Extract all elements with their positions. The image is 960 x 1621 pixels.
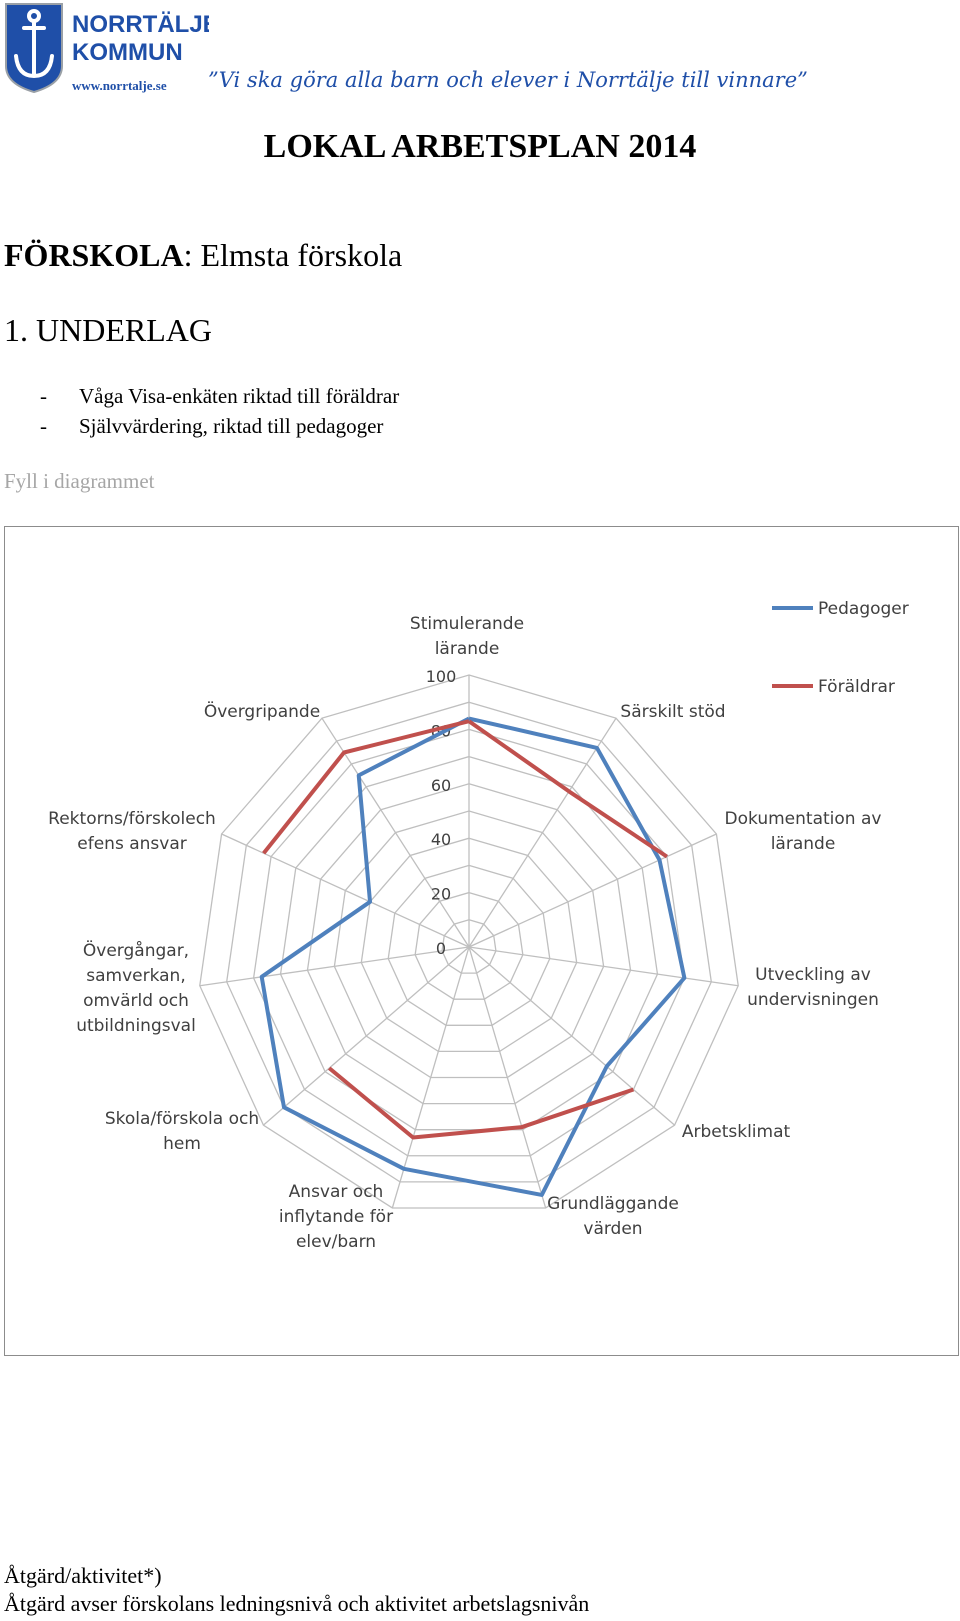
radar-spoke (468, 946, 675, 1126)
radar-grid-ring (252, 728, 686, 1157)
axis-category-label: Skola/förskola och (105, 1109, 259, 1129)
section-heading: 1. UNDERLAG (4, 312, 212, 348)
radar-spoke (468, 717, 617, 948)
axis-category-label: värden (583, 1219, 642, 1239)
radar-spoke (468, 946, 547, 1209)
axis-category-label: Dokumentation av (725, 809, 882, 829)
radar-spoke (321, 717, 470, 948)
anchor-icon (14, 9, 54, 79)
axis-category-label: inflytande för (279, 1207, 393, 1227)
axis-category-label: efens ansvar (77, 834, 186, 854)
axis-category-label: Rektorns/förskolech (48, 809, 216, 829)
radar-spoke (391, 946, 470, 1209)
document-title: LOKAL ARBETSPLAN 2014 (263, 128, 697, 165)
axis-category-label: lärande (771, 834, 836, 854)
radial-tick-label: 100 (426, 667, 457, 686)
footer-line-1: Åtgärd/aktivitet*) (4, 1563, 162, 1588)
slogan: ”Vi ska göra alla barn och elever i Norr… (208, 68, 808, 92)
school-label: FÖRSKOLA (4, 237, 184, 273)
radar-grid-ring (306, 783, 632, 1105)
axis-category-label: lärande (435, 639, 500, 659)
radar-grid-ring (333, 810, 605, 1079)
radial-tick-label: 0 (436, 939, 446, 958)
axis-category-label: Övergripande (204, 700, 320, 722)
axis-category-label: undervisningen (747, 990, 879, 1010)
radar-grid-ring (279, 755, 659, 1131)
radial-tick-label: 20 (431, 885, 451, 904)
radar-spoke (468, 833, 717, 948)
logo-url: www.norrtalje.se (72, 78, 167, 93)
list-item-text: Våga Visa-enkäten riktad till föräldrar (79, 384, 400, 408)
radar-grid-ring (441, 919, 497, 974)
series-line-frldrar (327, 1066, 635, 1140)
axis-category-label: omvärld och (83, 991, 189, 1011)
axis-category-label: hem (163, 1134, 201, 1154)
radial-tick-label: 40 (431, 830, 451, 849)
series-line-frldrar (467, 719, 669, 859)
radar-grid-ring (414, 891, 524, 1000)
radar-spoke (221, 833, 470, 948)
footer-line-2: Åtgärd avser förskolans ledningsnivå och… (4, 1591, 590, 1616)
radar-spoke (199, 946, 470, 987)
axis-category-label: samverkan, (86, 966, 186, 986)
axis-category-label: Grundläggande (547, 1194, 679, 1214)
axis-category-label: utbildningsval (76, 1016, 196, 1036)
axis-category-label: Ansvar och (289, 1182, 384, 1202)
legend-label: Föräldrar (818, 677, 895, 697)
radar-grid-ring (360, 837, 578, 1053)
footer: Åtgärd/aktivitet*) Åtgärd avser förskola… (4, 1562, 589, 1618)
radar-chart-frame: 0 20 40 60 80 100 Stimulerande lärande Särskilt … (4, 526, 959, 1356)
axis-category-label: Utveckling av (755, 965, 871, 985)
logo-text-line1: NORRTÄLJE (72, 11, 209, 38)
axis-category-label: elev/barn (296, 1232, 376, 1252)
axis-category-label: Arbetsklimat (682, 1122, 791, 1142)
axis-category-label: Stimulerande (410, 614, 524, 634)
axis-category-label: Övergångar, (83, 939, 189, 961)
list-item-text: Självvärdering, riktad till pedagoger (79, 414, 384, 438)
radar-spoke (468, 946, 739, 987)
series-line-pedagoger (259, 716, 687, 1197)
school-name: : Elmsta förskola (183, 237, 403, 273)
radar-grid-ring (387, 864, 551, 1026)
radar-spoke (263, 946, 470, 1126)
axis-category-label: Särskilt stöd (620, 702, 725, 722)
norrtalje-logo: NORRTÄLJE KOMMUN www.norrtalje.se (5, 3, 209, 94)
logo-text-line2: KOMMUN (72, 39, 183, 66)
radar-grid-ring (199, 674, 739, 1209)
list-item: - Självvärdering, riktad till pedagoger (40, 414, 384, 438)
radar-chart: 020406080100StimulerandelärandeSärskilt … (48, 599, 909, 1252)
underlag-list: - Våga Visa-enkäten riktad till föräldrar… (40, 381, 399, 441)
fill-hint: Fyll i diagrammet (4, 469, 155, 493)
radial-tick-label: 60 (431, 776, 451, 795)
school-line: FÖRSKOLA: Elmsta förskola (4, 237, 402, 274)
series-line-frldrar (262, 719, 470, 855)
list-item: - Våga Visa-enkäten riktad till föräldrar (40, 384, 400, 408)
legend-label: Pedagoger (818, 599, 909, 619)
